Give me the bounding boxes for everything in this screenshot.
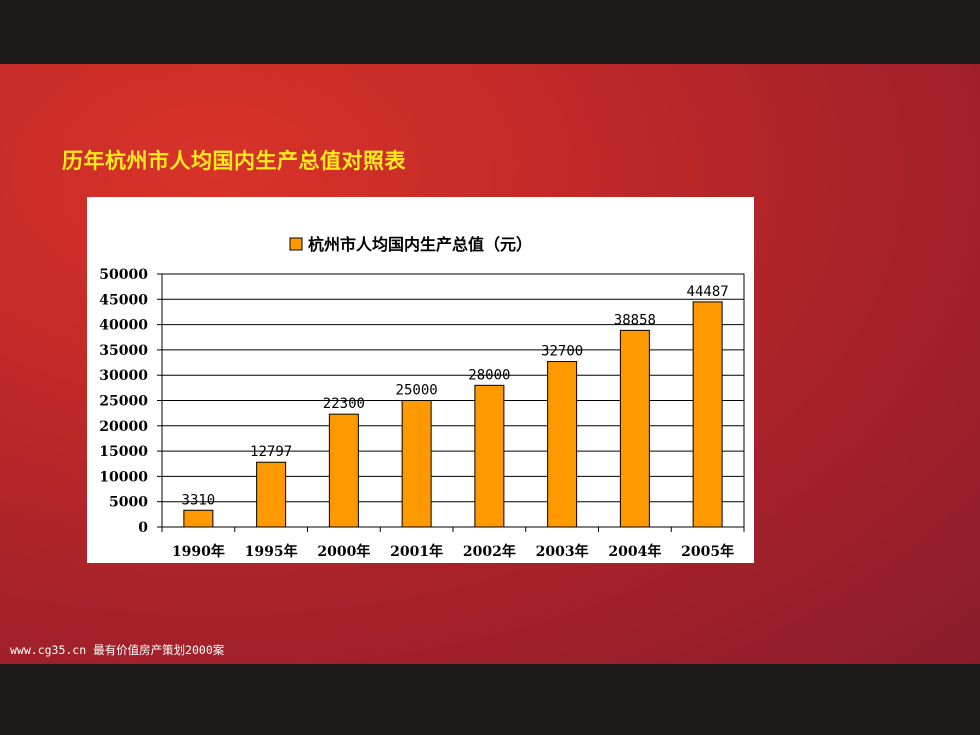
bar-chart: 0 5000 10000 15000 20000 25000 30000 35000 40000… (99, 235, 745, 560)
data-label: 38858 (614, 312, 656, 328)
x-tick-label: 2001年 (390, 543, 443, 560)
data-label: 44487 (687, 284, 729, 300)
bar (619, 329, 650, 528)
y-tick-label: 0 (138, 520, 148, 536)
data-label: 22300 (323, 396, 365, 412)
legend-label: 杭州市人均国内生产总值（元） (308, 235, 532, 254)
y-tick-label: 25000 (99, 394, 148, 410)
x-tick-label: 2002年 (463, 543, 516, 560)
bar (547, 361, 578, 528)
bar (401, 400, 432, 528)
x-tick-label: 1990年 (172, 543, 225, 560)
bar (692, 301, 723, 528)
x-tick-label: 2005年 (681, 543, 734, 560)
legend-swatch (289, 237, 303, 251)
chart-panel: 0 5000 10000 15000 20000 25000 30000 35000 40000… (87, 197, 754, 563)
y-tick-label: 30000 (99, 368, 148, 384)
x-tick-label: 2003年 (536, 543, 589, 560)
x-tick-label: 2004年 (608, 543, 661, 560)
y-tick-label: 20000 (99, 419, 148, 435)
footer-text: www.cg35.cn 最有价值房产策划2000案 (10, 643, 225, 657)
y-tick-label: 10000 (99, 469, 148, 485)
data-label: 3310 (182, 492, 216, 508)
y-tick-label: 40000 (99, 318, 148, 334)
y-tick-label: 35000 (99, 343, 148, 359)
y-tick-label: 5000 (109, 495, 148, 511)
bar (183, 509, 214, 528)
bar (256, 461, 287, 528)
data-label: 32700 (541, 344, 583, 360)
y-tick-label: 50000 (99, 267, 148, 283)
bar (474, 384, 505, 528)
x-tick-label: 1995年 (245, 543, 298, 560)
y-tick-label: 15000 (99, 444, 148, 460)
slide-title: 历年杭州市人均国内生产总值对照表 (62, 149, 406, 173)
data-label: 25000 (396, 383, 438, 399)
bar (328, 413, 359, 528)
data-label: 12797 (250, 444, 292, 460)
data-label: 28000 (468, 367, 510, 383)
x-tick-label: 2000年 (317, 543, 370, 560)
y-tick-label: 45000 (99, 292, 148, 308)
